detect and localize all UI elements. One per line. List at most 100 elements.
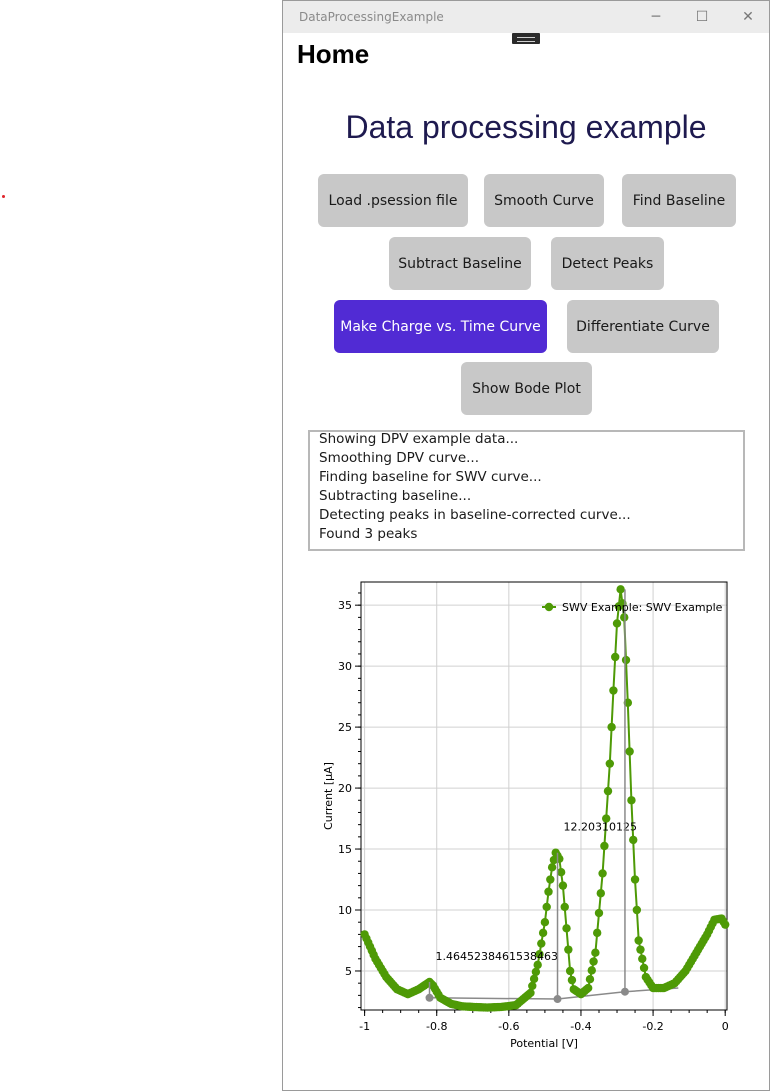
series-point — [609, 686, 618, 695]
series-point — [546, 875, 555, 884]
series-point — [544, 887, 553, 896]
series-point — [537, 939, 546, 948]
series-point — [542, 902, 551, 912]
flyout-grip-handle[interactable] — [512, 33, 540, 44]
series-point — [596, 889, 605, 898]
swv-chart: -1 -0.8 -0.6 -0.4 -0.2 0 5 10 15 20 25 30 35 Potentia… — [322, 581, 730, 1050]
series-point — [602, 814, 611, 823]
y-tick-label: 10 — [338, 904, 352, 917]
series-point — [638, 954, 647, 963]
x-axis-label: Potential [V] — [510, 1037, 578, 1050]
series-point — [598, 869, 607, 878]
series-point — [636, 945, 645, 954]
series-point — [612, 619, 622, 628]
minimize-button[interactable]: ─ — [633, 1, 679, 33]
series-point — [592, 928, 602, 938]
plot-frame — [360, 581, 728, 1011]
series-point — [533, 960, 542, 970]
subtract-baseline-button[interactable]: Subtract Baseline — [389, 237, 531, 290]
make-charge-vs-time-curve-button[interactable]: Make Charge vs. Time Curve — [334, 300, 547, 353]
series-point — [594, 908, 604, 918]
series-point — [720, 920, 730, 929]
x-tick-label: -0.2 — [642, 1020, 663, 1033]
series-point — [632, 905, 642, 915]
series-point — [639, 963, 649, 973]
minimize-icon: ─ — [651, 9, 661, 25]
series-point — [540, 918, 550, 927]
y-tick-label: 5 — [345, 965, 352, 978]
y-tick-label: 20 — [338, 782, 352, 795]
window-title: DataProcessingExample — [299, 10, 444, 24]
series-point — [623, 698, 633, 707]
page-title: Home — [297, 39, 370, 69]
series-point — [529, 974, 539, 984]
find-baseline-button[interactable]: Find Baseline — [622, 174, 736, 227]
series-point — [535, 950, 544, 959]
series-point — [531, 967, 541, 977]
smooth-curve-button[interactable]: Smooth Curve — [484, 174, 604, 227]
series-point — [564, 945, 573, 954]
y-tick-label: 15 — [338, 843, 352, 856]
differentiate-curve-button[interactable]: Differentiate Curve — [567, 300, 719, 353]
stray-red-dot — [2, 195, 5, 198]
baseline-segment — [557, 990, 626, 1000]
series-point — [627, 796, 636, 805]
peak-base-point — [425, 993, 434, 1002]
log-output[interactable]: Showing DPV example data... Smoothing DP… — [308, 430, 745, 551]
log-line: Finding baseline for SWV curve... — [319, 469, 542, 485]
log-line: Smoothing DPV curve... — [319, 450, 480, 466]
series-point — [603, 786, 613, 796]
maximize-button[interactable]: ☐ — [679, 1, 725, 33]
series-point — [630, 875, 640, 884]
series-point — [591, 948, 600, 957]
series-point — [558, 881, 568, 890]
baseline-segment — [429, 997, 558, 1000]
series-point — [526, 988, 535, 998]
peak-label: 12.20310125 — [564, 821, 637, 834]
plot-area[interactable]: -1 -0.8 -0.6 -0.4 -0.2 0 5 10 15 20 25 30 35 Potentia… — [309, 567, 744, 1067]
series-point — [605, 759, 615, 768]
series-point — [616, 585, 625, 594]
log-lines: Showing DPV example data... Smoothing DP… — [319, 431, 631, 544]
series-point — [589, 957, 598, 966]
close-button[interactable]: ✕ — [725, 1, 771, 33]
app-window: DataProcessingExample ─ ☐ ✕ Home Data pr… — [282, 0, 770, 1091]
load-psession-button[interactable]: Load .psession file — [318, 174, 468, 227]
series-point — [567, 975, 577, 985]
y-tick-label: 30 — [338, 660, 352, 673]
series-point — [634, 936, 643, 945]
legend-label: SWV Example: SWV Example — [562, 601, 723, 614]
series-point — [587, 966, 596, 975]
detect-peaks-button[interactable]: Detect Peaks — [551, 237, 664, 290]
series-point — [538, 928, 548, 938]
series-point — [611, 652, 620, 662]
series-point — [585, 975, 595, 984]
show-bode-plot-button[interactable]: Show Bode Plot — [461, 362, 592, 415]
close-icon: ✕ — [742, 9, 754, 25]
series-point — [565, 966, 575, 976]
x-tick-label: -0.6 — [498, 1020, 519, 1033]
legend-marker — [544, 602, 554, 612]
peak-base-point — [620, 987, 629, 996]
peak-label: 1.4645238461538463 — [436, 950, 558, 963]
y-tick-label: 25 — [338, 721, 352, 734]
x-tick-label: -0.8 — [426, 1020, 447, 1033]
maximize-icon: ☐ — [695, 9, 709, 25]
series-point — [629, 835, 638, 845]
series-point — [625, 747, 634, 756]
log-line: Showing DPV example data... — [319, 431, 519, 447]
series-point — [621, 655, 631, 665]
series-point — [562, 924, 571, 933]
peak-base-point — [553, 995, 562, 1004]
series-point — [528, 981, 537, 991]
series-point — [607, 722, 616, 732]
log-line: Detecting peaks in baseline-corrected cu… — [319, 507, 631, 523]
log-line: Subtracting baseline... — [319, 488, 472, 504]
series-point — [547, 863, 557, 872]
title-bar[interactable]: DataProcessingExample ─ ☐ ✕ — [283, 1, 769, 33]
series-point — [555, 854, 564, 863]
y-axis-label: Current [µA] — [322, 762, 335, 830]
log-line: Found 3 peaks — [319, 526, 418, 542]
page-heading: Data processing example — [345, 109, 707, 145]
series-point — [560, 902, 569, 912]
